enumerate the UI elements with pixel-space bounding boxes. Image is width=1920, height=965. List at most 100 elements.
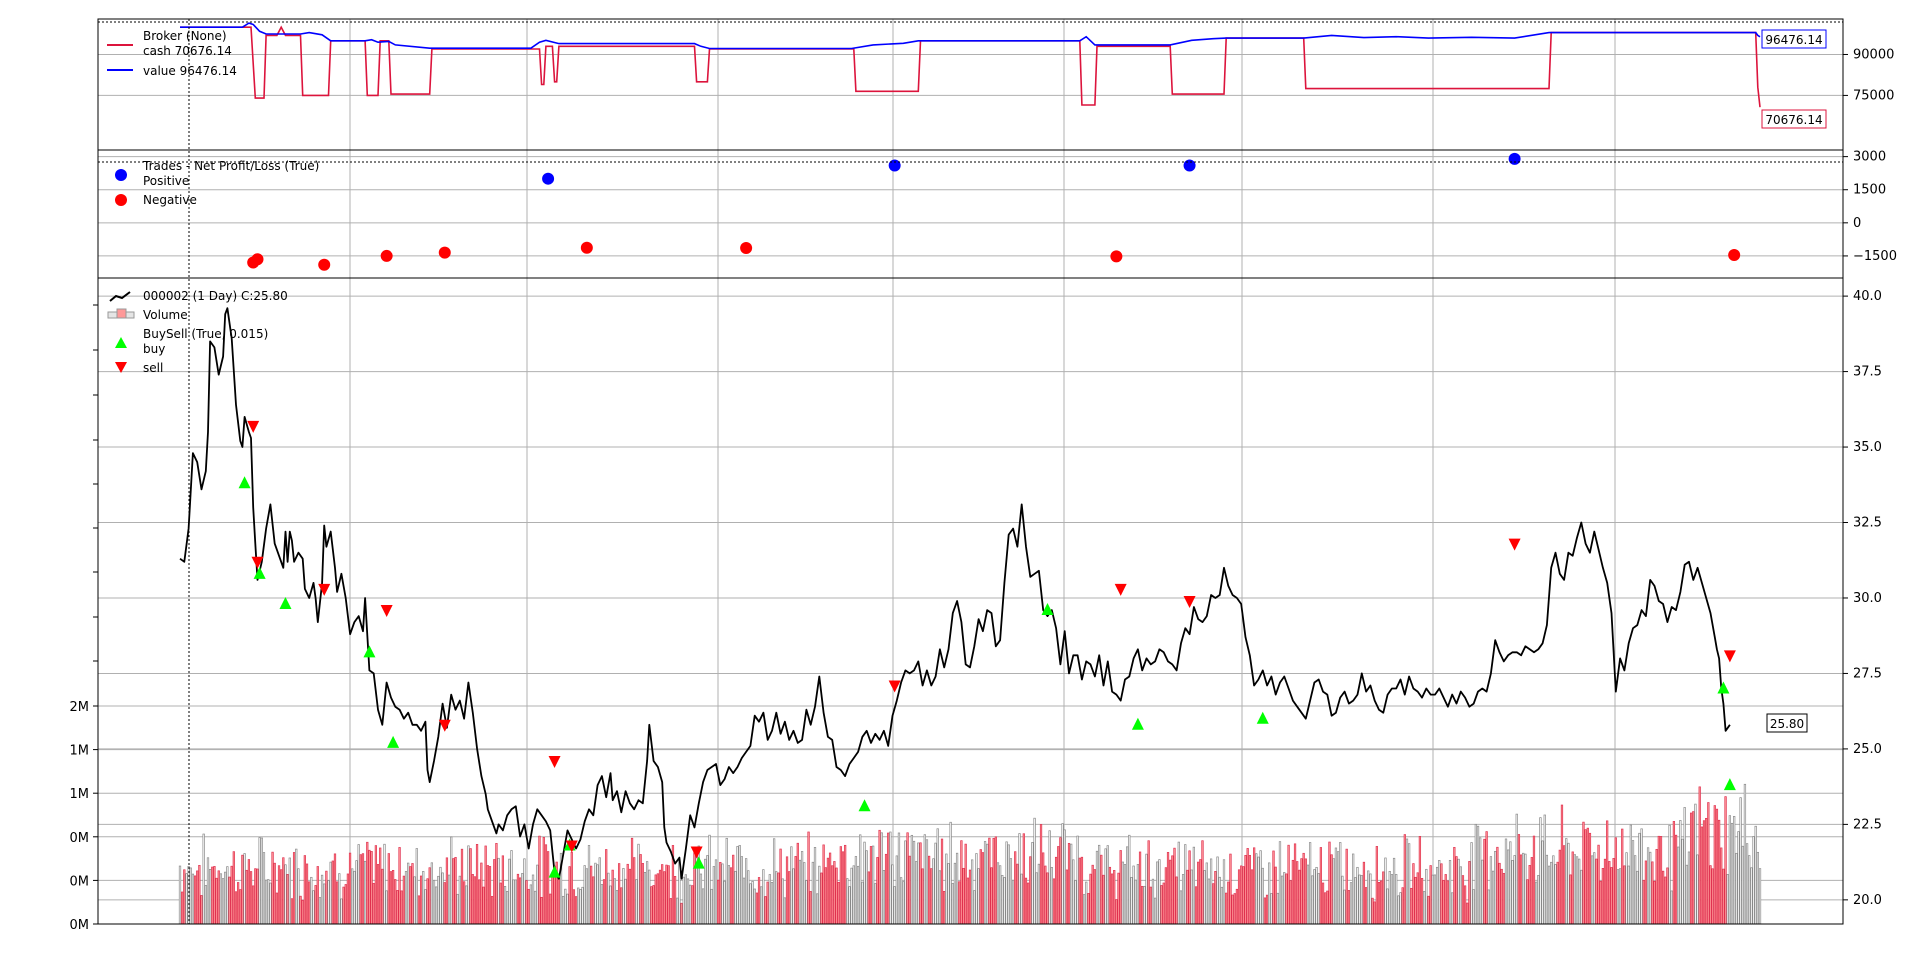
volume-bar: [587, 845, 591, 925]
volume-bar: [426, 878, 429, 925]
volume-bar: [447, 874, 451, 925]
volume-bar: [1022, 833, 1025, 925]
volume-bar: [1108, 866, 1112, 925]
volume-bar: [443, 882, 446, 925]
volume-bar: [1233, 893, 1236, 925]
volume-bar: [1479, 837, 1482, 925]
ytick-label: 90000: [1853, 47, 1894, 62]
volume-bar: [1513, 855, 1516, 925]
volume-bar: [1399, 892, 1402, 925]
trade-negative-point: [740, 241, 753, 254]
volume-bar: [1461, 875, 1465, 925]
volume-bar: [387, 853, 390, 925]
volume-bar: [325, 870, 328, 925]
volume-bar: [1190, 869, 1193, 925]
volume-bar: [445, 857, 449, 925]
volume-bar: [1724, 796, 1727, 925]
volume-bar: [209, 869, 212, 925]
volume-bar: [357, 844, 360, 925]
volume-bar: [887, 832, 890, 925]
volume-bar: [241, 854, 244, 925]
volume-bar: [1679, 820, 1682, 925]
volume-bar: [1649, 851, 1652, 925]
volume-bar: [1405, 838, 1409, 925]
volume-bar: [372, 883, 375, 925]
volume-bar: [181, 891, 184, 925]
volume-bar: [878, 829, 881, 925]
volume-bar: [986, 843, 989, 925]
volume-bar: [366, 841, 369, 925]
volume-bar: [1509, 841, 1512, 925]
sell-marker: [318, 583, 331, 596]
volume-bar: [1498, 862, 1501, 925]
volume-bar: [1459, 866, 1462, 925]
volume-bar: [1715, 808, 1719, 925]
volume-bar: [342, 886, 345, 925]
volume-bar: [432, 879, 436, 925]
volume-bar: [398, 847, 401, 925]
volume-bar: [788, 871, 791, 925]
volume-bar: [277, 865, 281, 925]
volume-bar: [936, 828, 939, 925]
volume-bar: [581, 886, 584, 925]
volume-bar: [826, 857, 830, 925]
volume-bar: [338, 873, 341, 925]
volume-bar: [1562, 845, 1566, 925]
buy-marker: [253, 566, 266, 579]
volume-bar: [639, 854, 642, 925]
volume-bar: [475, 844, 479, 925]
volume-bar: [1197, 861, 1200, 925]
volume-bar: [919, 842, 922, 925]
volume-bar: [1711, 868, 1714, 925]
volume-bar: [585, 868, 588, 925]
volume-bar: [1220, 886, 1223, 925]
volume-bar: [1061, 823, 1064, 925]
volume-bar: [895, 855, 898, 925]
volume-bar: [1590, 855, 1594, 925]
volume-bar: [1494, 850, 1497, 925]
volume-bar: [1151, 878, 1155, 925]
volume-bar: [620, 887, 623, 925]
volume-bar: [1438, 860, 1441, 925]
volume-bar: [661, 864, 664, 925]
volume-bar: [971, 859, 974, 925]
volume-bar: [1547, 865, 1551, 925]
volume-bar: [1646, 847, 1650, 925]
volume-bar: [572, 889, 576, 925]
volume-bar: [368, 849, 371, 925]
volume-bar: [1545, 854, 1549, 925]
volume-bar: [1369, 873, 1372, 925]
volume-bar: [1173, 847, 1176, 925]
volume-bar: [1677, 846, 1680, 925]
volume-bar: [1621, 828, 1624, 925]
volume-bar: [768, 874, 771, 925]
volume-bar: [710, 888, 713, 925]
volume-bar: [1250, 869, 1254, 925]
volume-bar: [478, 879, 481, 925]
volume-bar: [994, 836, 997, 925]
volume-bar: [1735, 852, 1738, 925]
volume-bar: [1653, 880, 1656, 925]
volume-bar: [286, 874, 289, 925]
volume-bar: [1175, 876, 1178, 925]
volume-bar: [525, 880, 528, 925]
volume-bar: [1554, 864, 1557, 925]
volume-bar: [1616, 869, 1620, 925]
volume-bar: [407, 862, 410, 925]
volume-bar: [1188, 850, 1191, 925]
ytick-label: −1500: [1853, 249, 1897, 264]
volume-bar: [981, 852, 985, 925]
volume-bar: [1429, 865, 1432, 925]
volume-bar: [869, 846, 873, 925]
volume-bar: [1156, 861, 1159, 925]
volume-bar: [1569, 874, 1572, 925]
volume-bar: [983, 841, 987, 925]
volume-bar: [1382, 871, 1385, 925]
volume-bar: [902, 881, 905, 925]
volume-bar: [813, 847, 817, 925]
volume-bar: [467, 845, 470, 925]
volume-bar: [1496, 846, 1499, 925]
volume-bar: [622, 868, 625, 925]
volume-bar: [1472, 889, 1475, 925]
